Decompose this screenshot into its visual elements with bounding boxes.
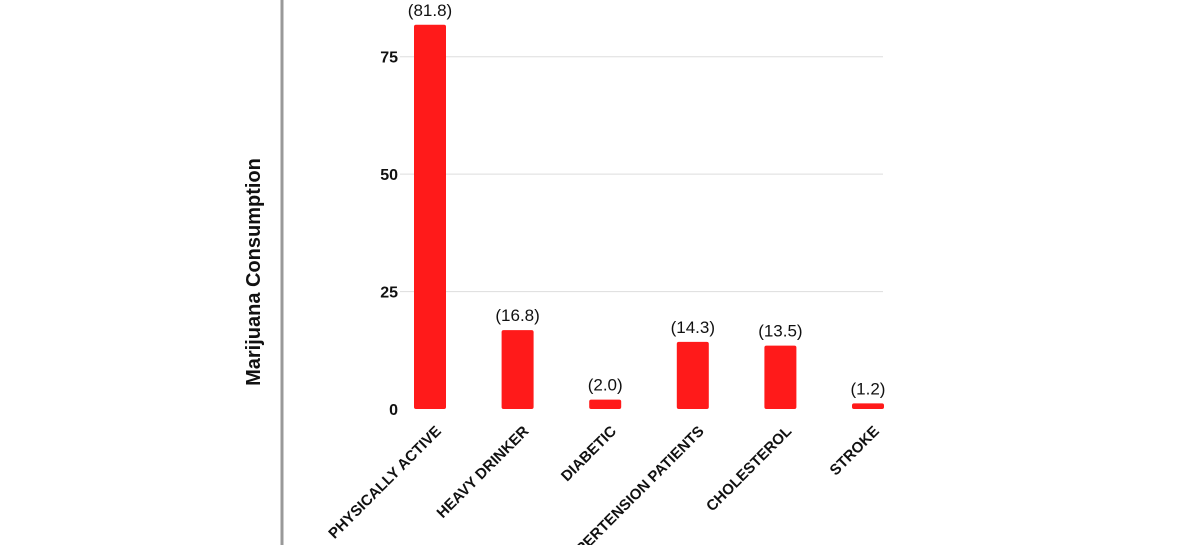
bar	[501, 330, 534, 409]
y-tick-label: 50	[380, 167, 398, 184]
bar	[764, 345, 797, 409]
data-label: (13.5)	[758, 322, 802, 341]
y-axis-ticks: 0 25 50 75	[380, 50, 398, 419]
data-label: (81.8)	[408, 1, 452, 20]
y-tick-label: 75	[380, 50, 398, 67]
bar	[414, 24, 446, 409]
x-tick-label: HEAVY DRINKER	[434, 423, 533, 522]
bar	[852, 403, 884, 409]
bar	[589, 399, 622, 409]
data-label: (1.2)	[851, 379, 886, 398]
data-label: (16.8)	[495, 306, 539, 325]
data-label: (2.0)	[588, 376, 623, 395]
x-tick-label: CHOLESTEROL	[703, 423, 795, 515]
y-tick-label: 25	[380, 285, 398, 302]
x-tick-label: HYPERTENSION PATIENTS	[558, 423, 708, 545]
gridlines	[400, 56, 883, 293]
bars	[414, 24, 884, 409]
value-labels: (81.8) (16.8) (2.0) (14.3) (13.5) (1.2)	[408, 1, 886, 399]
bar	[676, 341, 709, 409]
data-label: (14.3)	[671, 318, 715, 337]
x-tick-label: STROKE	[827, 423, 883, 479]
y-axis-title: Marijuana Consumption	[243, 158, 265, 386]
y-tick-label: 0	[389, 402, 398, 419]
x-tick-label: PHYSICALLY ACTIVE	[325, 423, 444, 542]
x-tick-label: DIABETIC	[558, 423, 620, 485]
